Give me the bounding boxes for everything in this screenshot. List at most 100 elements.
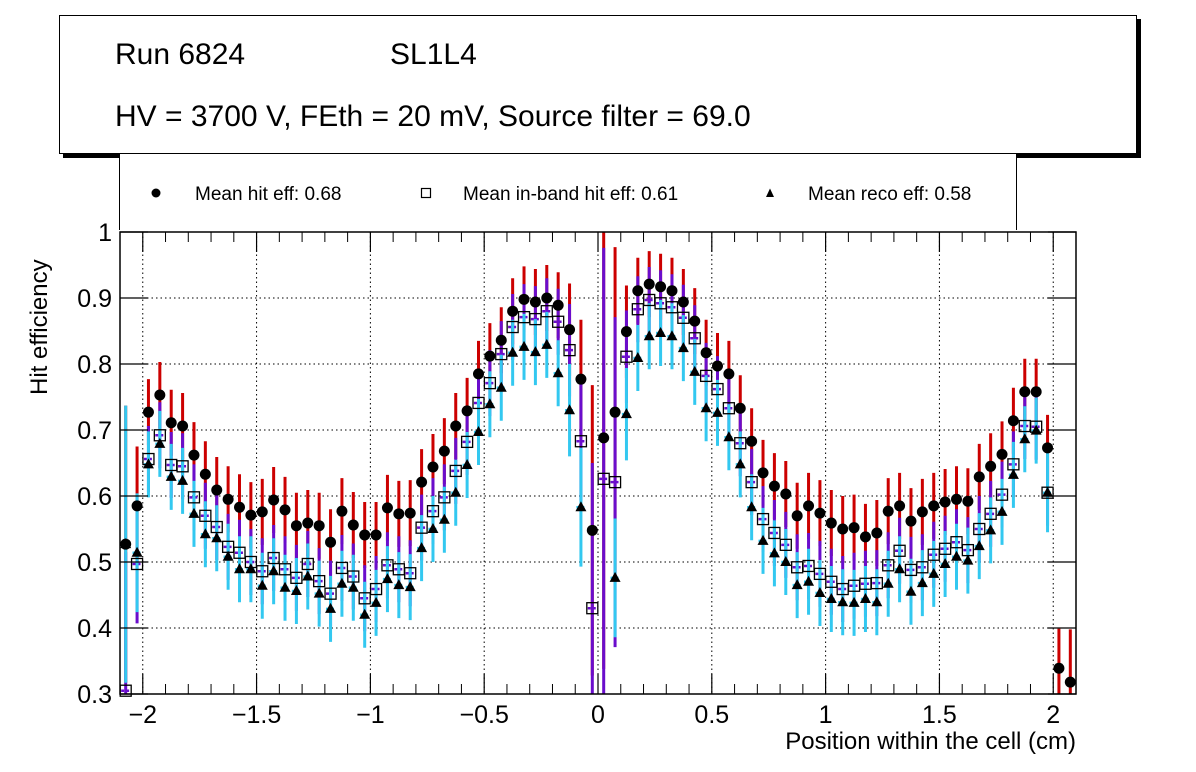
triangle-marker: [256, 579, 268, 590]
data-markers: [119, 278, 1076, 697]
circle-marker: [598, 432, 610, 444]
triangle-marker: [416, 542, 428, 553]
triangle-marker: [199, 528, 211, 539]
square-marker: [779, 538, 792, 551]
triangle-marker: [871, 596, 883, 607]
square-marker: [586, 602, 599, 615]
triangle-marker: [165, 470, 177, 481]
triangle-marker: [1042, 486, 1054, 497]
square-marker: [278, 563, 292, 576]
square-marker: [574, 435, 588, 448]
triangle-marker: [325, 602, 337, 613]
triangle-marker: [438, 513, 450, 524]
triangle-marker: [700, 402, 712, 413]
circle-marker: [871, 527, 883, 539]
square-marker: [973, 522, 986, 536]
run-label: Run 6824: [115, 38, 246, 71]
circle-marker: [427, 461, 439, 473]
y-tick-label: 0.5: [77, 549, 112, 577]
x-tick-label: 2: [1046, 701, 1060, 729]
circle-marker: [541, 292, 553, 304]
triangle-marker: [768, 547, 780, 558]
square-marker: [472, 396, 485, 410]
circle-marker: [290, 520, 302, 532]
x-tick-label: −2: [129, 701, 158, 729]
triangle-marker: [564, 404, 576, 415]
triangle-marker: [620, 408, 632, 419]
square-marker: [233, 546, 246, 559]
triangle-marker: [450, 486, 462, 497]
y-tick-label: 0.6: [77, 483, 112, 511]
square-marker: [369, 582, 383, 596]
circle-marker: [404, 507, 416, 519]
triangle-marker: [996, 505, 1008, 516]
square-marker: [438, 491, 451, 504]
square-marker: [415, 521, 428, 534]
circle-marker: [416, 476, 428, 488]
square-marker: [256, 565, 269, 578]
triangle-marker: [985, 524, 997, 535]
triangle-marker: [655, 326, 667, 337]
triangle-marker: [859, 592, 871, 603]
circle-marker: [325, 536, 337, 548]
circle-marker: [1064, 676, 1076, 688]
circle-marker: [370, 529, 382, 541]
circle-marker: [564, 324, 576, 336]
triangle-marker: [951, 550, 962, 561]
triangle-marker: [404, 581, 416, 592]
circle-marker: [188, 449, 200, 461]
y-tick-label: 0.7: [77, 417, 112, 445]
circle-marker: [768, 480, 780, 492]
x-tick-label: 0: [591, 701, 605, 729]
circle-marker: [1053, 662, 1065, 674]
triangle-marker: [723, 431, 735, 442]
y-tick-label: 0.4: [77, 615, 112, 643]
circle-marker: [700, 347, 712, 359]
circle-marker: [655, 281, 667, 293]
triangle-marker: [837, 596, 849, 607]
triangle-marker: [507, 346, 519, 357]
circle-marker: [666, 285, 678, 297]
triangle-marker: [780, 556, 792, 566]
square-marker: [495, 347, 508, 361]
square-marker: [449, 464, 462, 478]
square-marker: [882, 559, 895, 572]
legend-entry-hit-eff: Mean hit eff: 0.68: [195, 184, 342, 205]
x-axis-title: Position within the cell (cm): [785, 728, 1076, 755]
x-tick-label: 1: [819, 701, 833, 729]
legend-entry-reco-eff: Mean reco eff: 0.58: [808, 184, 972, 205]
square-marker: [506, 320, 519, 334]
triangle-marker: [973, 540, 985, 551]
legend-triangle-marker-icon: [766, 188, 774, 197]
circle-marker: [928, 500, 940, 512]
square-marker: [301, 557, 314, 571]
circle-marker: [780, 488, 792, 500]
triangle-marker: [302, 570, 314, 581]
circle-marker: [529, 296, 541, 308]
circle-marker: [279, 504, 291, 516]
square-marker: [734, 437, 747, 450]
triangle-marker: [393, 579, 405, 590]
triangle-marker: [552, 367, 564, 378]
square-marker: [324, 587, 337, 600]
triangle-marker: [154, 437, 166, 448]
circle-marker: [336, 505, 348, 517]
circle-marker: [620, 326, 632, 338]
circle-marker: [1042, 442, 1054, 454]
circle-marker: [507, 305, 519, 317]
circle-marker: [381, 502, 393, 514]
square-marker: [130, 557, 144, 571]
circle-marker: [609, 406, 621, 418]
circle-marker: [677, 296, 689, 308]
square-marker: [529, 312, 542, 326]
circle-marker: [586, 524, 598, 536]
circle-marker: [734, 402, 746, 414]
y-tick-label: 0.8: [77, 351, 112, 379]
triangle-marker: [791, 579, 803, 590]
square-marker: [802, 559, 815, 573]
square-marker: [620, 350, 633, 363]
circle-marker: [131, 500, 143, 512]
triangle-marker: [518, 340, 530, 351]
square-marker: [722, 402, 736, 415]
